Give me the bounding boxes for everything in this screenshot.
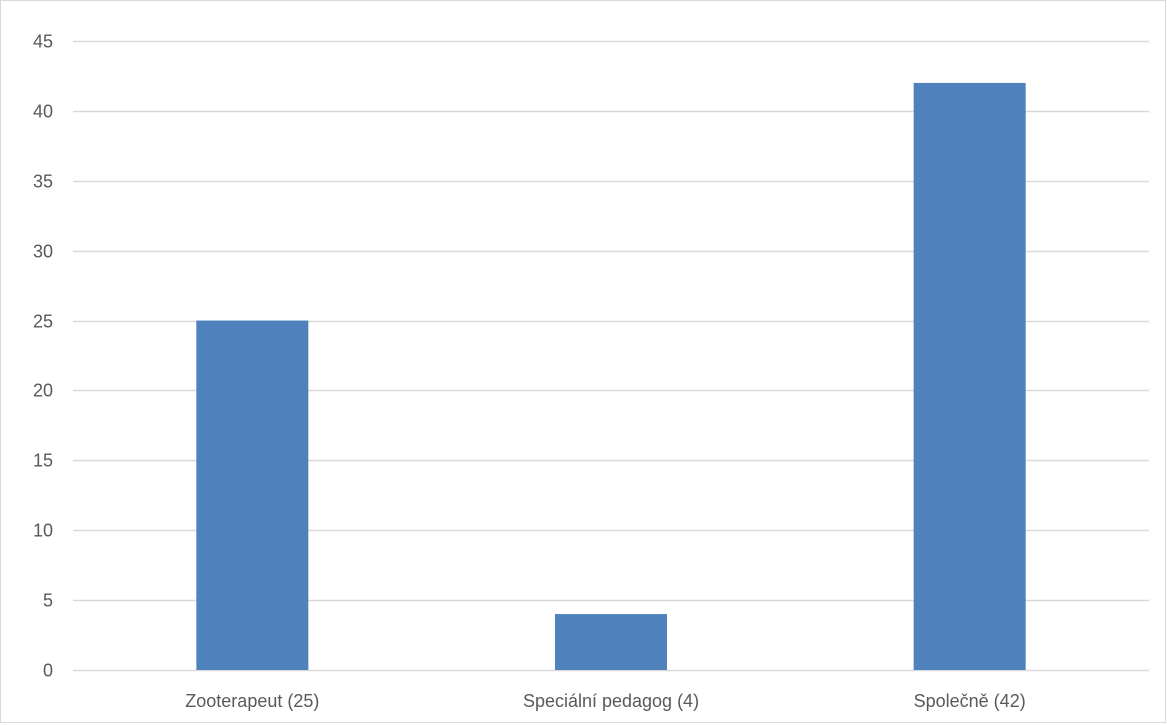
y-tick-label-25: 25 [33, 312, 53, 332]
y-tick-label-40: 40 [33, 102, 53, 122]
y-axis-tick-labels: 0 5 10 15 20 25 30 35 40 45 [33, 32, 53, 681]
x-category-label-2: Speciální pedagog (4) [523, 691, 699, 711]
x-axis-category-labels: Zooterapeut (25) Speciální pedagog (4) Spo… [185, 691, 1025, 711]
y-tick-label-35: 35 [33, 172, 53, 192]
bar-2 [555, 614, 667, 670]
bar-1 [196, 320, 309, 670]
y-tick-label-0: 0 [43, 661, 53, 681]
bars [196, 82, 1026, 670]
x-category-label-3: Společně (42) [914, 691, 1026, 711]
y-tick-label-20: 20 [33, 381, 53, 401]
y-tick-label-10: 10 [33, 521, 53, 541]
x-category-label-1: Zooterapeut (25) [185, 691, 319, 711]
y-tick-label-5: 5 [43, 591, 53, 611]
y-tick-label-45: 45 [33, 32, 53, 52]
y-tick-label-30: 30 [33, 242, 53, 262]
bar-3 [913, 82, 1026, 670]
y-tick-label-15: 15 [33, 451, 53, 471]
